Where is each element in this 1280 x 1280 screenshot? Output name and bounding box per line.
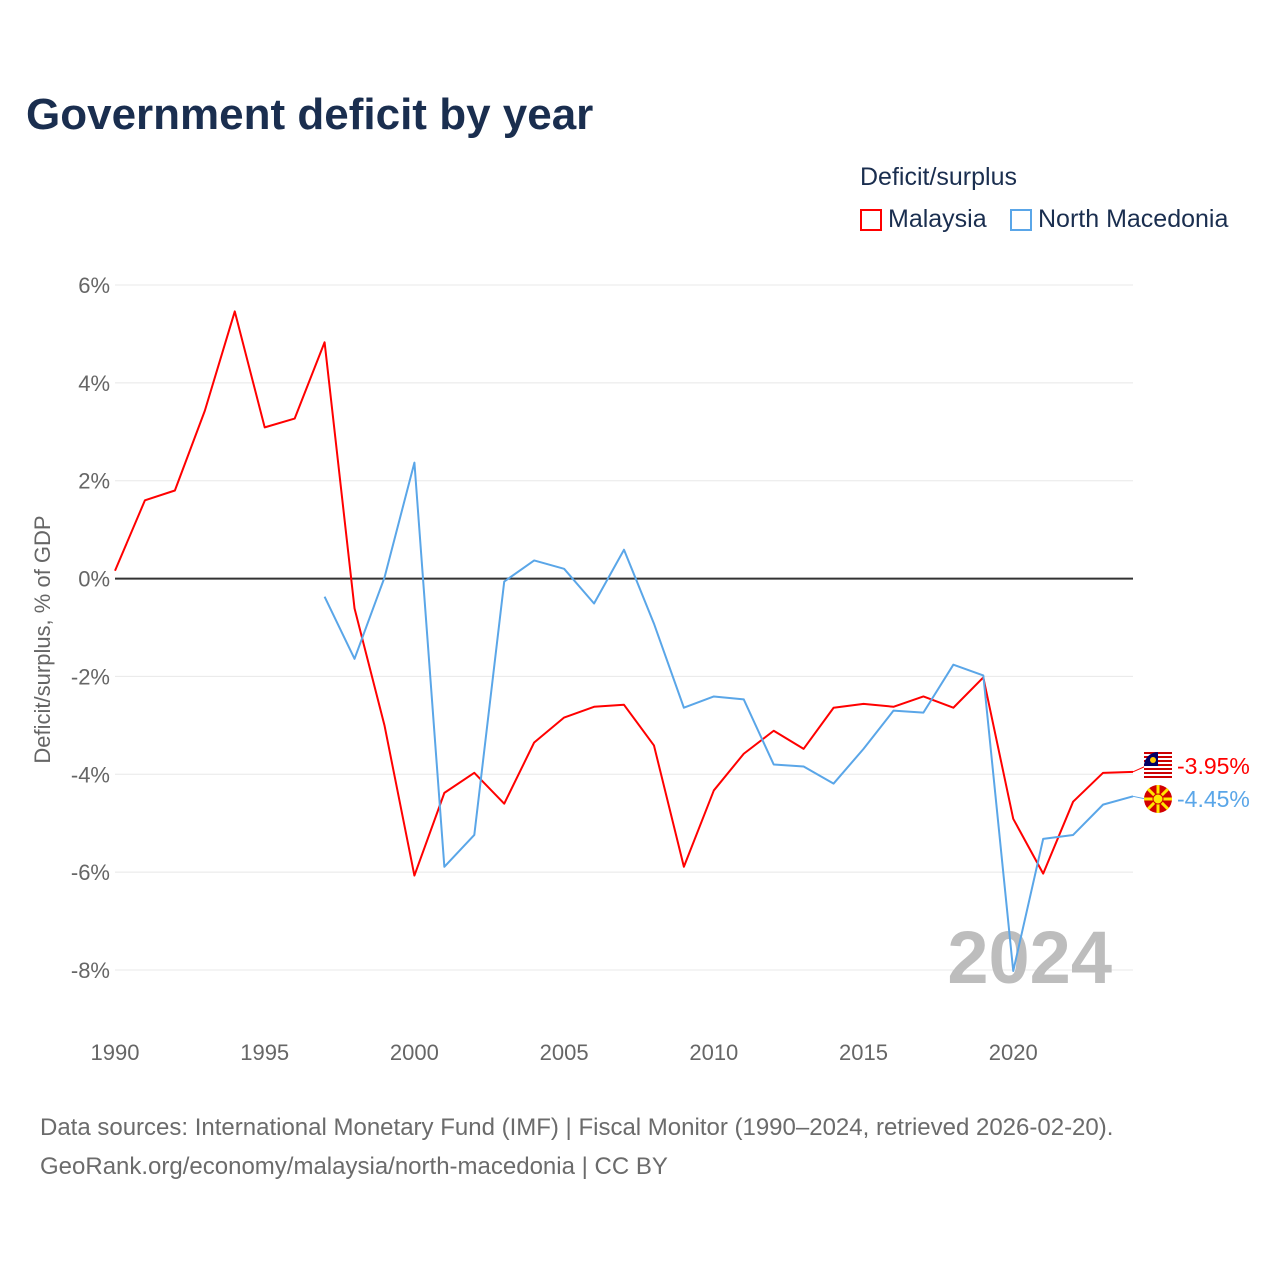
y-tick-label: -2% (71, 664, 110, 689)
y-tick-label: -8% (71, 958, 110, 983)
chart-plot: 6% 4% 2% 0% -2% -4% -6% -8% 1990 1995 2000 2005 2010… (30, 273, 1250, 1065)
legend-item-malaysia[interactable]: Malaysia (860, 205, 987, 234)
source-note: Data sources: International Monetary Fun… (40, 1108, 1113, 1186)
end-value-label: -4.45% (1177, 786, 1250, 812)
x-tick-label: 2000 (390, 1040, 439, 1065)
source-line: Data sources: International Monetary Fun… (40, 1114, 1114, 1141)
year-watermark: 2024 (947, 916, 1112, 999)
end-connector (1132, 765, 1147, 773)
flag-star (1150, 757, 1156, 763)
x-tick-label: 1995 (240, 1040, 289, 1065)
y-tick-label: 2% (78, 469, 110, 494)
y-tick-label: 6% (78, 273, 110, 298)
x-tick-label: 1990 (91, 1040, 140, 1065)
y-tick-label: 0% (78, 567, 110, 592)
end-connector (1132, 795, 1147, 800)
x-tick-label: 2020 (989, 1040, 1038, 1065)
x-tick-label: 2010 (689, 1040, 738, 1065)
legend-item-north-macedonia[interactable]: North Macedonia (1010, 205, 1228, 234)
end-value-label: -3.95% (1177, 753, 1250, 779)
x-tick-label: 2015 (839, 1040, 888, 1065)
y-tick-label: -6% (71, 860, 110, 885)
source-url: GeoRank.org/economy/malaysia/north-maced… (40, 1153, 668, 1180)
y-tick-label: 4% (78, 371, 110, 396)
x-tick-label: 2005 (540, 1040, 589, 1065)
legend-label: North Macedonia (1038, 205, 1229, 233)
y-tick-label: -4% (71, 762, 110, 787)
flag-stripe (1144, 768, 1172, 770)
legend-swatch-malaysia (860, 208, 882, 231)
flag-stripe (1144, 776, 1172, 778)
legend-swatch-north-macedonia (1010, 208, 1032, 231)
legend-label: Malaysia (888, 205, 987, 233)
chart-title: Government deficit by year (26, 90, 594, 139)
y-axis-label: Deficit/surplus, % of GDP (30, 515, 55, 763)
series-line-north-macedonia (323, 461, 1134, 972)
flag-sun (1152, 793, 1164, 805)
series-line-malaysia (114, 310, 1134, 877)
legend-title: Deficit/surplus (860, 163, 1017, 191)
flag-stripe (1144, 772, 1172, 774)
